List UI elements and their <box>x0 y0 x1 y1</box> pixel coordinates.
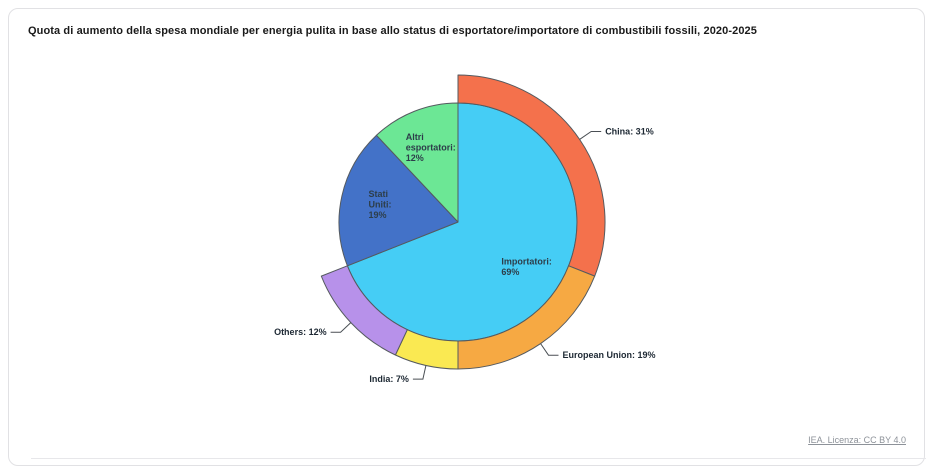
leader-line-china <box>579 131 602 140</box>
inner-segment-label-importatori: Importatori: 69% <box>501 257 552 278</box>
outer-segment-label-india: India: 7% <box>369 374 409 384</box>
leader-line-india <box>412 365 427 380</box>
ring-segment-others[interactable] <box>320 265 408 356</box>
chart-title: Quota di aumento della spesa mondiale pe… <box>28 25 757 37</box>
inner-segment-label-stati-uniti: Stati Uniti: 19% <box>369 189 392 220</box>
inner-segment-label-altri-esportatori: Altri esportatori: 12% <box>406 132 456 163</box>
leader-line-others <box>330 322 352 333</box>
pie-segment-altri-esportatori[interactable] <box>376 102 459 223</box>
license-link[interactable]: IEA. Licenza: CC BY 4.0 <box>808 435 906 445</box>
outer-segment-label-european-union: European Union: 19% <box>563 350 656 360</box>
outer-segment-label-china: China: 31% <box>605 127 654 137</box>
outer-segment-label-others: Others: 12% <box>274 327 327 337</box>
pie-segment-stati-uniti[interactable] <box>338 134 459 267</box>
ring-segment-china[interactable] <box>457 74 606 277</box>
leader-line-european-union <box>540 343 559 356</box>
footer-divider <box>31 458 926 459</box>
